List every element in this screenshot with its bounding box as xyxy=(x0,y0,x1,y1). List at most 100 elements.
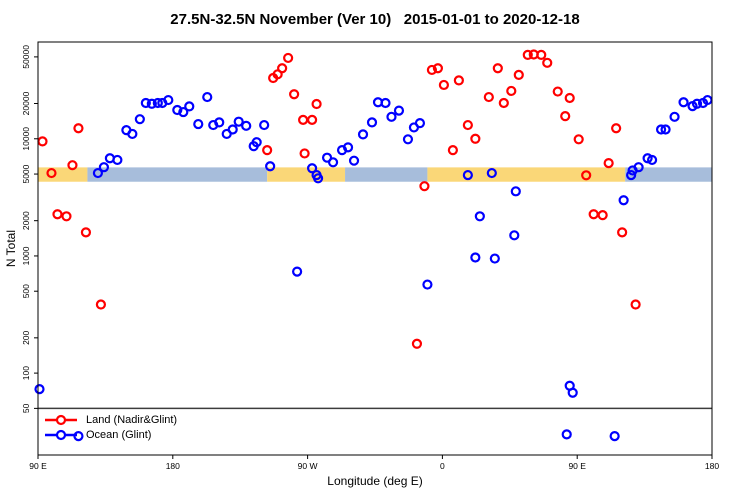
data-point-land xyxy=(603,158,614,169)
data-point-ocean xyxy=(422,279,433,290)
x-tick-label: 90 W xyxy=(298,461,318,471)
data-point-ocean xyxy=(509,230,520,241)
data-point-land xyxy=(630,299,641,310)
data-point-ocean xyxy=(327,157,339,168)
data-point-land xyxy=(306,114,318,125)
data-point-land xyxy=(426,64,438,76)
legend-label-ocean: Ocean (Glint) xyxy=(86,428,152,441)
data-point-ocean xyxy=(393,105,405,116)
data-point-ocean xyxy=(669,111,680,122)
data-point-land xyxy=(588,209,599,220)
chart-title: 27.5N-32.5N November (Ver 10) 2015-01-01… xyxy=(170,11,580,28)
x-tick-label: 90 E xyxy=(568,461,586,471)
y-tick-label: 5000 xyxy=(21,164,31,183)
data-point-ocean xyxy=(660,124,671,135)
data-point-ocean xyxy=(561,429,572,440)
data-point-ocean xyxy=(357,129,369,140)
data-point-ocean xyxy=(618,195,629,206)
data-point-ocean xyxy=(470,252,481,263)
data-point-ocean xyxy=(386,111,397,122)
data-point-ocean xyxy=(489,253,500,264)
data-point-ocean xyxy=(127,128,138,140)
band-segment-blue xyxy=(87,167,268,182)
data-point-ocean xyxy=(474,211,485,222)
data-point-ocean xyxy=(510,186,521,197)
y-tick-label: 1000 xyxy=(21,246,31,265)
data-point-land xyxy=(506,85,517,97)
x-tick-label: 0 xyxy=(440,461,445,471)
data-point-land xyxy=(617,227,628,238)
data-point-land xyxy=(299,148,310,159)
data-point-land xyxy=(597,210,608,221)
data-point-ocean xyxy=(633,162,644,173)
data-point-ocean xyxy=(152,97,163,109)
data-point-ocean xyxy=(626,169,637,181)
data-point-land xyxy=(37,136,48,147)
x-tick-label: 180 xyxy=(705,461,719,471)
data-point-ocean xyxy=(233,116,244,127)
y-tick-label: 200 xyxy=(21,330,31,344)
band-segment-blue xyxy=(625,167,712,182)
data-point-land xyxy=(67,160,78,171)
data-point-ocean xyxy=(202,91,213,103)
data-point-ocean xyxy=(486,167,497,179)
data-point-land xyxy=(283,52,294,64)
data-point-ocean xyxy=(184,101,195,112)
data-point-land xyxy=(564,92,575,104)
data-point-ocean xyxy=(292,266,303,277)
data-point-land xyxy=(52,209,63,220)
legend-symbol-land xyxy=(45,414,77,425)
data-point-ocean xyxy=(567,387,578,398)
legend-entry-land: Land (Nadir&Glint) xyxy=(44,412,177,427)
data-point-ocean xyxy=(462,169,473,181)
data-point-land xyxy=(470,133,481,144)
y-axis-label: N Total xyxy=(4,230,18,268)
data-point-land xyxy=(483,91,494,103)
data-point-land xyxy=(522,49,533,60)
data-point-ocean xyxy=(609,430,620,442)
x-axis-label: Longitude (deg E) xyxy=(327,474,423,488)
data-point-ocean xyxy=(178,106,189,118)
data-point-land xyxy=(432,63,444,74)
data-point-land xyxy=(552,86,563,97)
plot-border xyxy=(37,41,713,456)
y-tick-label: 500 xyxy=(21,284,31,298)
data-point-ocean xyxy=(98,162,110,173)
y-tick-label: 2000 xyxy=(21,211,31,230)
data-point-land xyxy=(513,69,524,80)
data-point-land xyxy=(581,170,592,181)
data-point-ocean xyxy=(259,119,270,131)
legend-label-land: Land (Nadir&Glint) xyxy=(86,413,178,426)
data-point-land xyxy=(492,63,503,74)
data-point-land xyxy=(311,98,322,110)
y-tick-label: 100 xyxy=(21,366,31,380)
x-tick-label: 180 xyxy=(166,461,180,471)
data-point-ocean xyxy=(646,154,658,166)
legend-circle-ocean-icon xyxy=(55,429,67,440)
data-point-ocean xyxy=(678,97,689,108)
data-point-land xyxy=(611,123,622,134)
legend: Land (Nadir&Glint) Ocean (Glint) xyxy=(44,412,177,442)
data-point-ocean xyxy=(312,173,324,184)
data-point-land xyxy=(498,97,509,109)
data-point-land xyxy=(560,111,571,122)
data-point-land xyxy=(419,181,430,192)
data-point-ocean xyxy=(251,137,262,148)
data-point-ocean xyxy=(414,118,426,129)
data-point-land xyxy=(80,227,92,238)
data-point-ocean xyxy=(227,124,238,135)
band-segment-orange xyxy=(267,167,346,182)
data-point-ocean xyxy=(380,97,391,109)
data-point-land xyxy=(46,167,57,179)
data-point-land xyxy=(542,57,553,68)
data-point-ocean xyxy=(134,114,145,125)
data-point-ocean xyxy=(92,167,104,179)
y-tick-label: 50 xyxy=(21,403,31,413)
data-point-ocean xyxy=(34,384,45,395)
band-segment-orange xyxy=(427,167,626,182)
data-point-ocean xyxy=(348,155,360,166)
data-point-land xyxy=(262,145,273,156)
data-point-land xyxy=(298,114,309,125)
